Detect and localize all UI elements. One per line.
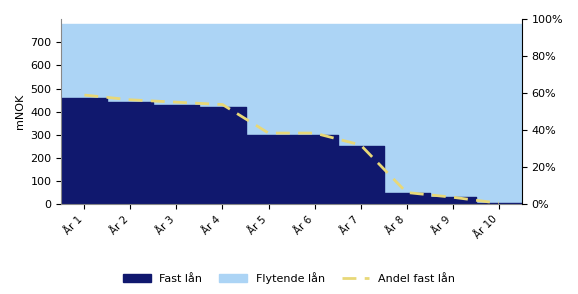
Andel fast lån [311, 131, 318, 135]
Andel fast lån [173, 101, 180, 104]
Andel fast lån [81, 93, 88, 97]
Legend: Fast lån, Flytende lån, Andel fast lån: Fast lån, Flytende lån, Andel fast lån [118, 268, 460, 288]
Andel fast lån [449, 196, 456, 199]
Line: Andel fast lån: Andel fast lån [84, 95, 499, 203]
Andel fast lån [403, 191, 410, 194]
Andel fast lån [219, 103, 226, 106]
Y-axis label: mNOK: mNOK [15, 94, 25, 129]
Andel fast lån [265, 131, 272, 135]
Andel fast lån [357, 143, 364, 147]
Andel fast lån [127, 98, 134, 101]
Andel fast lån [495, 201, 502, 205]
